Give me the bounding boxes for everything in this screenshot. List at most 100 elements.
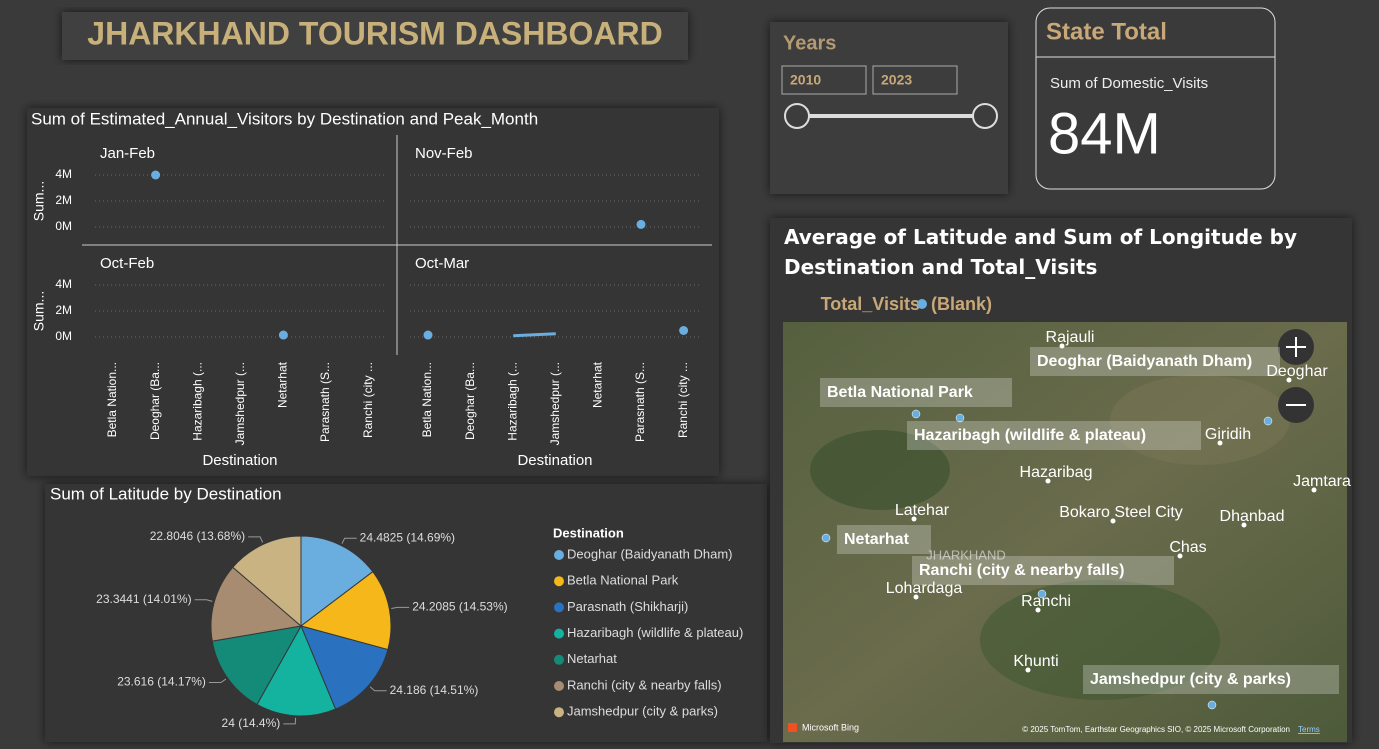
leader-line [283,717,297,725]
card-value: 84M [1048,101,1161,166]
x-tick-label: Hazaribagh (... [505,362,519,441]
pie-slice [300,625,389,710]
x-tick-label: Hazaribagh (... [190,362,204,441]
place-label: Ranchi [1021,593,1071,610]
map-legend-title: Total_Visits [821,294,920,314]
map-title: Average of Latitude and Sum of Longitude… [784,225,1298,279]
panel-name: Nov-Feb [415,145,473,162]
pie-slice [211,625,302,706]
to-value: 2023 [881,72,912,88]
x-tick-label: Ranchi (city ... [676,362,690,438]
map-point [821,533,831,543]
map-point [1263,416,1273,426]
to-box[interactable] [872,65,958,95]
legend-label: Parasnath (Shikharji) [567,599,688,614]
dashboard-title: JHARKHAND TOURISM DASHBOARD [87,15,662,51]
data-label: 24.2085 (14.53%) [412,600,507,614]
x-tick-label: Netarhat [591,361,605,408]
leader-line [341,537,357,544]
from-value: 2010 [790,72,821,88]
legend-label: Hazaribagh (wildlife & plateau) [567,625,743,640]
leader-line [194,599,213,602]
data-label: 24 (14.4%) [222,716,281,730]
header-box [62,12,688,60]
x-tick-label: Jamshedpur (... [548,362,562,445]
legend-label: Ranchi (city & nearby falls) [567,677,722,692]
terrain [1110,375,1290,465]
slicer-title: Years [783,32,836,54]
place-label: Lohardaga [886,580,963,597]
map-provider: Microsoft Bing [802,722,859,732]
place-dot [1045,478,1051,484]
data-label: 23.616 (14.17%) [117,675,206,689]
slider-handle[interactable] [784,103,810,129]
place-dot [1217,440,1223,446]
y-tick-label: 0M [55,219,72,233]
place-dot [1311,487,1317,493]
panel-name: Jan-Feb [100,145,155,162]
legend-label: Netarhat [567,651,617,666]
place-label: Giridih [1205,426,1251,443]
x-tick-label: Parasnath (S... [318,362,332,442]
y-tick-label: 2M [55,303,72,317]
x-tick-label: Jamshedpur (... [233,362,247,445]
y-tick-label: 2M [55,193,72,207]
x-tick-label: Netarhat [276,361,290,408]
bubble-label: Deoghar (Baidyanath Dham) [1037,353,1252,370]
series-line [513,332,556,338]
legend-marker [554,707,564,718]
place-label: Latehar [895,502,950,519]
data-label: 23.3441 (14.01%) [96,592,191,606]
scatter-panel [27,108,719,476]
bubble-label: Hazaribagh (wildlife & plateau) [914,427,1146,444]
bubble-box [912,556,1174,585]
y-tick-label: 4M [55,167,72,181]
from-box[interactable] [781,65,867,95]
place-dot [1177,553,1183,559]
leader-line [248,536,264,543]
bubble-box [820,378,1012,407]
place-label: Jamtara [1293,473,1351,490]
legend-label: Deoghar (Baidyanath Dham) [567,546,732,561]
zoom-in-icon [1286,337,1306,357]
bubble-label: Netarhat [844,531,910,548]
place-label: Hazaribag [1020,464,1093,481]
panel-name: Oct-Mar [415,255,469,272]
y-axis-label: Sum... [31,291,47,331]
legend-label: Jamshedpur (city & parks) [567,704,718,719]
legend-marker [554,628,564,639]
map-terms[interactable]: Terms [1298,725,1320,734]
bubble-label: Jamshedpur (city & parks) [1090,671,1291,688]
map-point [1037,589,1047,599]
place-dot [1035,607,1041,613]
map-point [1207,700,1217,710]
slicer-box [770,22,1008,194]
x-tick-label: Betla Nation... [105,362,119,437]
bubble-label: Betla National Park [827,384,973,401]
card-label: Sum of Domestic_Visits [1050,75,1208,92]
legend-title: Destination [553,525,624,540]
pie-slice [299,570,392,651]
provider-logo [788,723,797,732]
bubble-box [1083,665,1339,694]
data-label: 24.4825 (14.69%) [360,530,455,544]
legend-label: Betla National Park [567,573,679,588]
card-box [1035,7,1276,190]
place-dot [911,516,917,522]
pie-slice [232,535,302,628]
legend-marker [554,681,564,691]
pie-slice [256,624,337,717]
x-tick-label: Ranchi (city ... [361,362,375,438]
pie-panel [45,484,767,742]
bubble-box [837,525,931,554]
x-axis-label: Destination [517,452,592,469]
slider-handle[interactable] [972,103,998,129]
x-tick-label: Betla Nation... [420,362,434,437]
leader-line [208,678,227,683]
data-label: 22.8046 (13.68%) [150,529,245,543]
place-label: Bokaro Steel City [1059,504,1183,521]
map-legend-marker [917,299,927,309]
data-label: 24.186 (14.51%) [390,683,479,697]
map-point [955,413,965,423]
point [636,219,646,229]
